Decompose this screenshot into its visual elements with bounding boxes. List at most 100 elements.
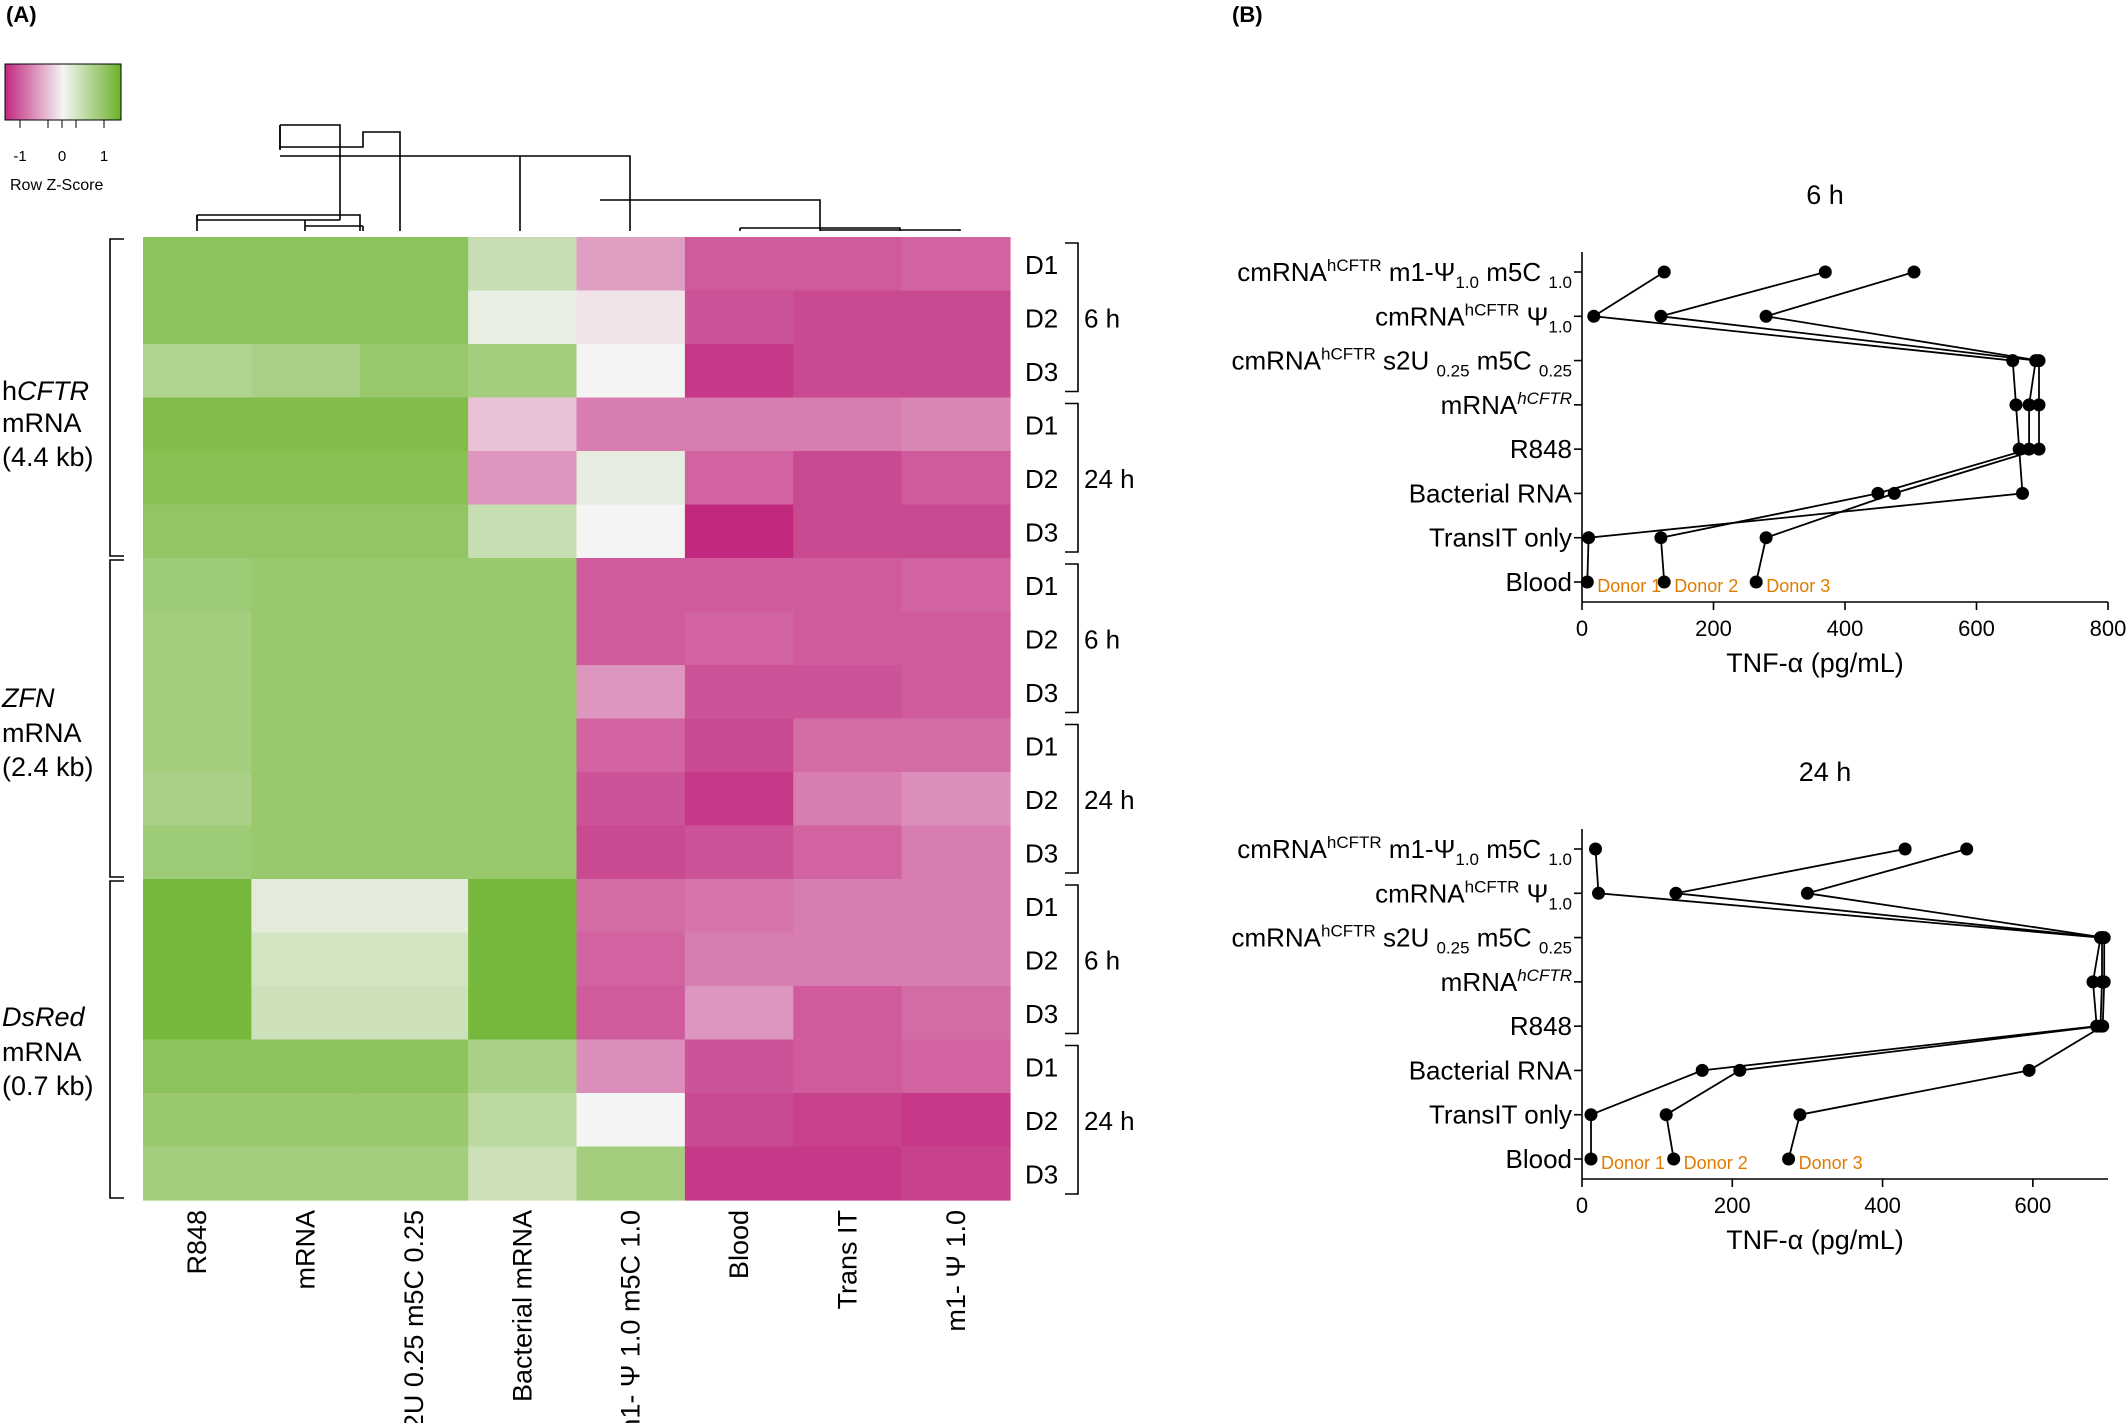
data-point bbox=[2032, 442, 2046, 456]
x-axis-title: TNF-α (pg/mL) bbox=[1726, 648, 1904, 678]
heatmap-cell bbox=[576, 290, 686, 345]
heatmap-cell bbox=[468, 290, 578, 345]
heatmap-cell bbox=[684, 397, 794, 452]
heatmap-cell bbox=[684, 665, 794, 720]
y-category-label: cmRNAhCFTR s2U 0.25 m5C 0.25 bbox=[1231, 922, 1572, 958]
heatmap-cell bbox=[793, 290, 903, 345]
heatmap-row-label: D3 bbox=[1025, 517, 1058, 547]
dot-plot-24h: 24 h 0 200 400 600 TNF-α (pg/mL) cmRNAhCFTR m1… bbox=[1231, 757, 2111, 1255]
heatmap-cell bbox=[143, 558, 252, 613]
gene-label-zfn-line3: (2.4 kb) bbox=[2, 752, 94, 782]
time-bracket bbox=[1065, 242, 1079, 393]
heatmap-cell bbox=[901, 611, 1011, 666]
chart-title: 24 h bbox=[1799, 757, 1852, 787]
heatmap-cell bbox=[143, 665, 252, 720]
heatmap-cell bbox=[901, 237, 1011, 292]
heatmap-cell bbox=[359, 451, 469, 506]
donor-label: Donor 3 bbox=[1799, 1153, 1863, 1173]
data-point bbox=[2097, 931, 2111, 945]
data-point bbox=[1887, 486, 1901, 500]
heatmap-cell bbox=[468, 1093, 578, 1148]
data-point bbox=[1592, 886, 1605, 900]
gene-group-labels: hCFTR mRNA (4.4 kb) ZFN mRNA (2.4 kb) Ds… bbox=[1, 376, 94, 1101]
time-bracket bbox=[1065, 402, 1079, 553]
heatmap-column-label: Blood bbox=[724, 1210, 754, 1279]
data-point bbox=[1580, 575, 1594, 589]
heatmap-cell bbox=[576, 558, 686, 613]
y-category-label: cmRNAhCFTR m1-Ψ1.0 m5C 1.0 bbox=[1237, 833, 1572, 869]
heatmap-cell bbox=[793, 879, 903, 934]
heatmap-cell bbox=[901, 558, 1011, 613]
heatmap-cell bbox=[468, 879, 578, 934]
heatmap-cell bbox=[468, 1039, 578, 1094]
heatmap-cell bbox=[251, 451, 361, 506]
heatmap-row-label: D2 bbox=[1025, 303, 1058, 333]
heatmap-row-label: D3 bbox=[1025, 999, 1058, 1029]
heatmap-cell bbox=[143, 237, 252, 292]
heatmap-row-label: D3 bbox=[1025, 838, 1058, 868]
panel-label-b: (B) bbox=[1232, 2, 1263, 27]
heatmap bbox=[143, 237, 1011, 1201]
heatmap-row-label: D2 bbox=[1025, 945, 1058, 975]
heatmap-cell bbox=[359, 1146, 469, 1201]
y-category-label: Blood bbox=[1506, 567, 1573, 597]
heatmap-cell bbox=[251, 879, 361, 934]
heatmap-cell bbox=[359, 825, 469, 880]
data-point bbox=[1759, 309, 1773, 323]
data-point bbox=[1654, 531, 1668, 545]
gene-label-cftr: hCFTR bbox=[2, 376, 89, 406]
x-tick-label: 600 bbox=[2014, 1193, 2051, 1218]
heatmap-cell bbox=[576, 665, 686, 720]
heatmap-cell bbox=[143, 772, 252, 827]
data-point bbox=[1960, 842, 1974, 856]
heatmap-cell bbox=[793, 451, 903, 506]
heatmap-cell bbox=[251, 290, 361, 345]
heatmap-cell bbox=[468, 665, 578, 720]
time-label: 6 h bbox=[1084, 624, 1120, 654]
heatmap-cell bbox=[901, 290, 1011, 345]
heatmap-cell bbox=[901, 718, 1011, 773]
heatmap-cell bbox=[143, 932, 252, 987]
color-key-tick-label: 0 bbox=[58, 148, 66, 165]
gene-label-dsred-line3: (0.7 kb) bbox=[2, 1071, 94, 1101]
heatmap-cell bbox=[576, 1039, 686, 1094]
heatmap-cell bbox=[576, 1146, 686, 1201]
heatmap-cell bbox=[468, 986, 578, 1041]
heatmap-cell bbox=[684, 451, 794, 506]
data-point bbox=[1657, 575, 1671, 589]
data-point bbox=[1749, 575, 1763, 589]
color-key-bar bbox=[4, 63, 122, 121]
heatmap-cell bbox=[359, 1039, 469, 1094]
heatmap-row-label: D1 bbox=[1025, 1052, 1058, 1082]
heatmap-row-labels: D1 D2 D3 D1 D2 D3 D1 D2 D3 D1 D2 D3 D1 D2 D3 D1 D2 D3 6 h 2… bbox=[1025, 242, 1135, 1195]
data-point bbox=[2032, 398, 2046, 412]
gene-bracket bbox=[109, 238, 124, 557]
color-key-tick-label: -1 bbox=[13, 148, 26, 165]
gene-label-dsred: DsRed bbox=[2, 1002, 86, 1032]
time-bracket bbox=[1065, 563, 1079, 714]
heatmap-cell bbox=[251, 932, 361, 987]
heatmap-row-label: D1 bbox=[1025, 410, 1058, 440]
heatmap-cell bbox=[251, 1039, 361, 1094]
time-bracket bbox=[1065, 884, 1079, 1035]
heatmap-cell bbox=[359, 290, 469, 345]
heatmap-cell bbox=[684, 879, 794, 934]
heatmap-column-label: s2U 0.25 m5C 0.25 bbox=[399, 1210, 429, 1423]
heatmap-cell bbox=[359, 611, 469, 666]
data-point bbox=[2096, 1019, 2110, 1033]
heatmap-cell bbox=[684, 932, 794, 987]
heatmap-cell bbox=[901, 986, 1011, 1041]
heatmap-cell bbox=[901, 1093, 1011, 1148]
heatmap-cell bbox=[359, 237, 469, 292]
heatmap-row-label: D1 bbox=[1025, 731, 1058, 761]
data-point bbox=[1667, 1152, 1681, 1166]
heatmap-cell bbox=[359, 1093, 469, 1148]
heatmap-cell bbox=[143, 344, 252, 399]
heatmap-cell bbox=[793, 397, 903, 452]
data-point bbox=[1759, 531, 1773, 545]
color-key-tick-label: 1 bbox=[100, 148, 108, 165]
heatmap-cell bbox=[468, 397, 578, 452]
heatmap-cell bbox=[468, 825, 578, 880]
heatmap-cell bbox=[143, 718, 252, 773]
heatmap-cell bbox=[901, 772, 1011, 827]
